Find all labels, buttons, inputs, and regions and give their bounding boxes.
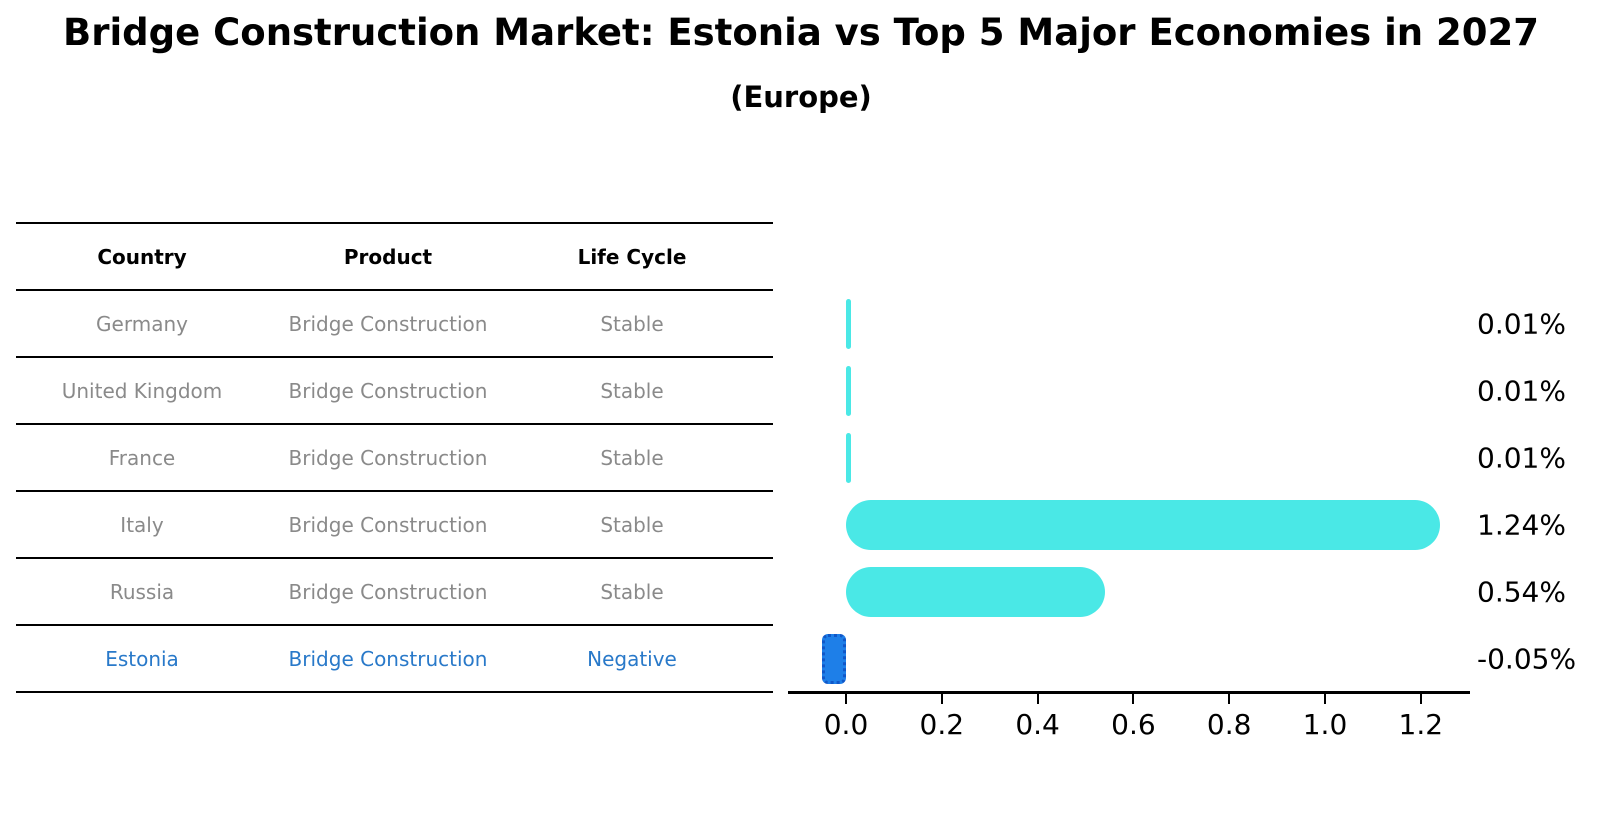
- table-row-Italy-life_cycle: Stable: [600, 512, 664, 537]
- table-row-Russia-product: Bridge Construction: [288, 579, 488, 604]
- table-row-France-country: France: [108, 445, 176, 470]
- table-row-Germany-product: Bridge Construction: [288, 311, 488, 336]
- bar-italy: [846, 499, 1440, 550]
- table-row-Estonia-country: Estonia: [105, 646, 179, 671]
- table-row-divider: [16, 289, 773, 291]
- x-axis-tick-label: 0.2: [919, 708, 965, 741]
- table-row-divider: [16, 423, 773, 425]
- chart-title: Bridge Construction Market: Estonia vs T…: [63, 11, 1539, 54]
- table-row-divider: [16, 490, 773, 492]
- table-row-divider: [16, 557, 773, 559]
- table-header-life_cycle: Life Cycle: [577, 244, 687, 269]
- value-label-estonia: -0.05%: [1477, 642, 1577, 675]
- x-axis-tick-label: 0.4: [1015, 708, 1060, 741]
- x-axis-tick: [845, 694, 847, 704]
- table-row-Germany-country: Germany: [96, 311, 188, 336]
- bar-germany: [846, 298, 851, 349]
- table-row-France-product: Bridge Construction: [288, 445, 488, 470]
- x-axis-tick: [940, 694, 943, 704]
- chart-subtitle: (Europe): [730, 80, 872, 114]
- table-bottom-border: [16, 691, 773, 693]
- value-label-france: 0.01%: [1477, 441, 1566, 474]
- table-row-Italy-country: Italy: [120, 512, 164, 537]
- x-axis-tick-label: 0.8: [1206, 708, 1252, 741]
- x-axis-tick-label: 0.6: [1111, 708, 1156, 741]
- x-axis-tick-label: 1.0: [1302, 708, 1348, 741]
- x-axis-tick-label: 1.2: [1398, 708, 1444, 741]
- bar-estonia: [822, 633, 846, 684]
- table-row-United Kingdom-product: Bridge Construction: [288, 378, 488, 403]
- value-label-russia: 0.54%: [1477, 575, 1566, 608]
- table-row-United Kingdom-life_cycle: Stable: [600, 378, 664, 403]
- table-row-Italy-product: Bridge Construction: [288, 512, 488, 537]
- bar-russia: [846, 566, 1105, 617]
- x-axis-tick: [1324, 694, 1326, 704]
- table-row-Russia-life_cycle: Stable: [600, 579, 664, 604]
- table-row-Russia-country: Russia: [109, 579, 175, 604]
- table-row-United Kingdom-country: United Kingdom: [61, 378, 223, 403]
- table-row-divider: [16, 624, 773, 626]
- table-row-France-life_cycle: Stable: [600, 445, 664, 470]
- table-row-Estonia-product: Bridge Construction: [288, 646, 488, 671]
- table-row-Germany-life_cycle: Stable: [600, 311, 664, 336]
- bar-france: [846, 432, 851, 483]
- value-label-italy: 1.24%: [1477, 508, 1566, 541]
- table-row-Estonia-life_cycle: Negative: [587, 646, 677, 671]
- table-top-border: [16, 222, 773, 224]
- value-label-united-kingdom: 0.01%: [1477, 374, 1566, 407]
- x-axis-tick: [1036, 694, 1039, 704]
- x-axis-tick: [1228, 694, 1231, 704]
- x-axis-tick-label: 0.0: [823, 708, 869, 741]
- x-axis-line: [788, 691, 1470, 694]
- table-header-product: Product: [343, 244, 433, 269]
- bar-united-kingdom: [846, 365, 851, 416]
- x-axis-tick: [1419, 694, 1422, 704]
- table-header-country: Country: [97, 244, 187, 269]
- table-row-divider: [16, 356, 773, 358]
- value-label-germany: 0.01%: [1477, 307, 1566, 340]
- x-axis-tick: [1132, 694, 1135, 704]
